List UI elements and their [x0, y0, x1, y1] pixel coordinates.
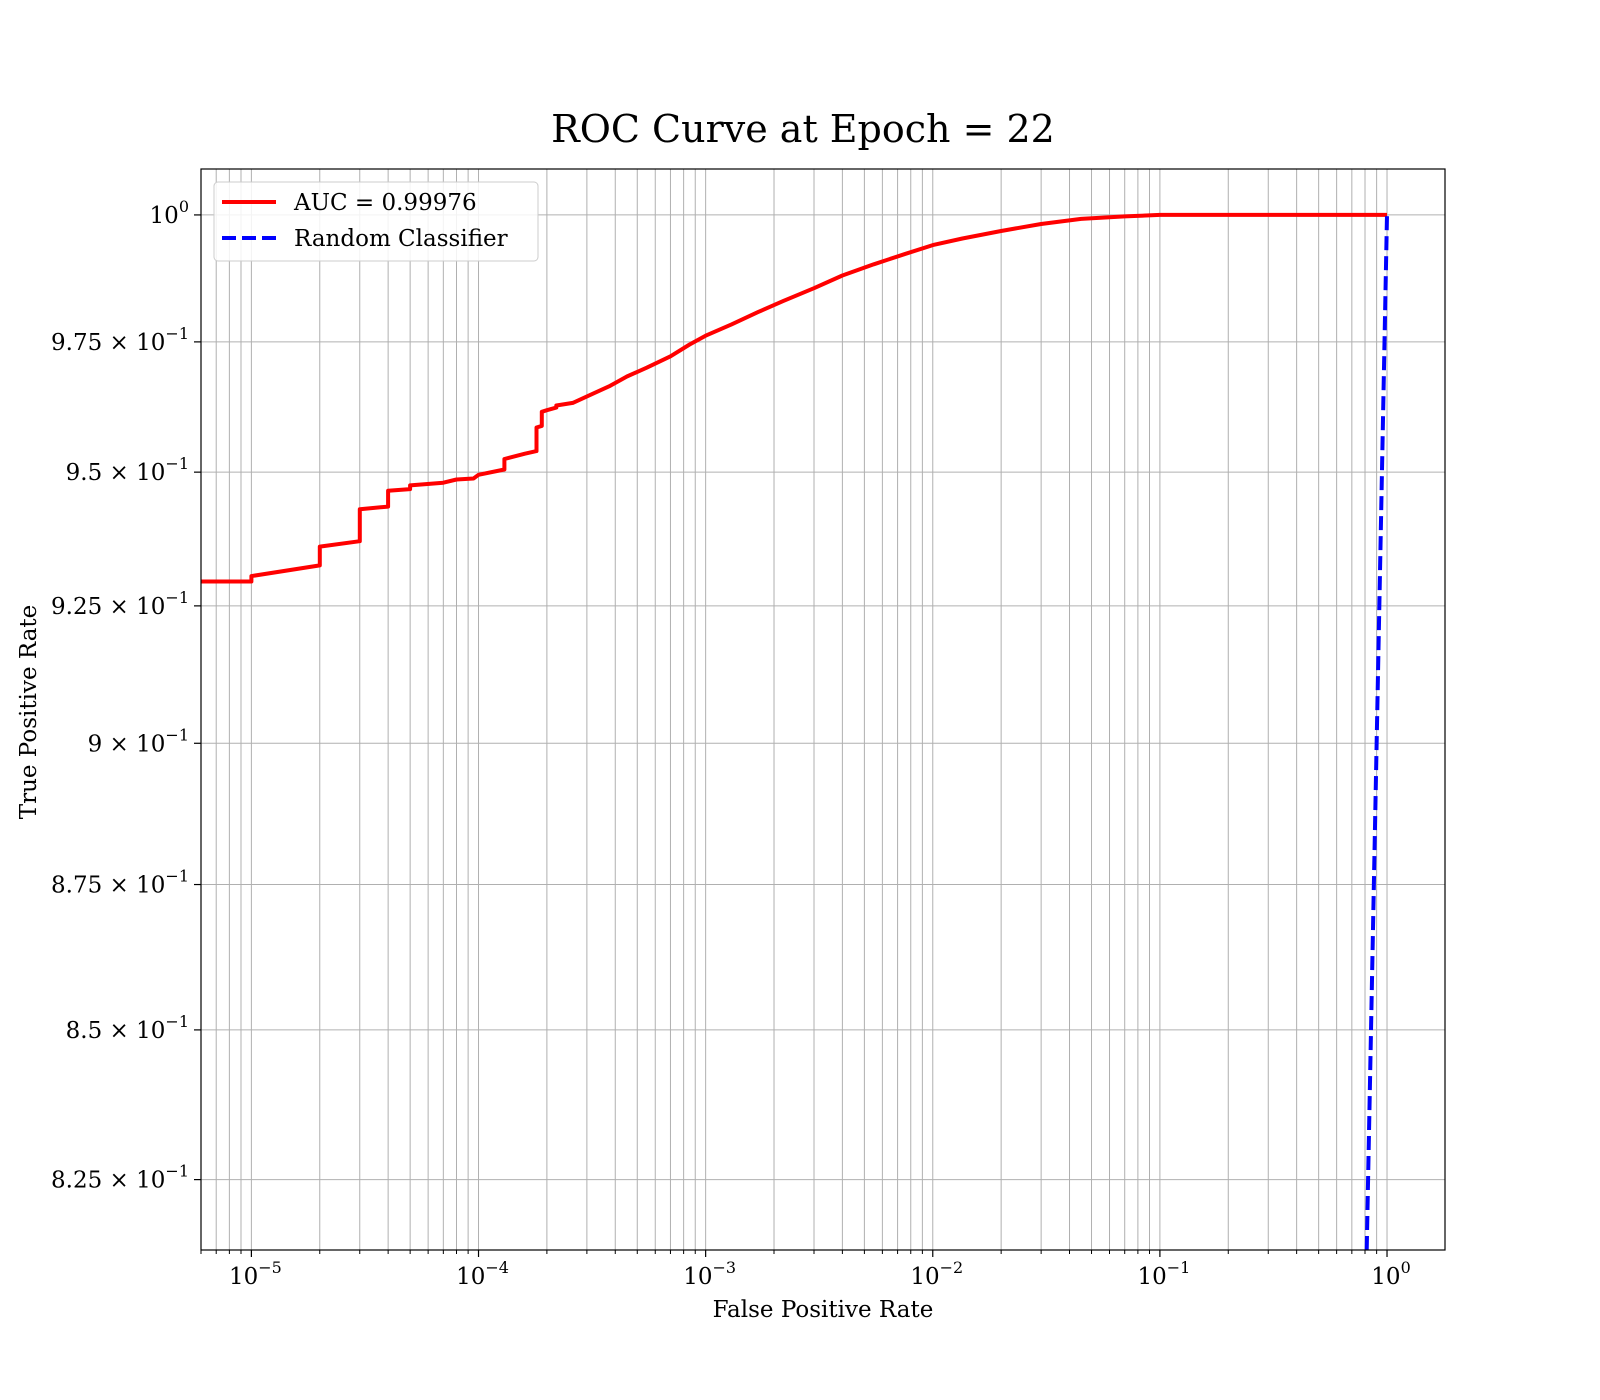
- y-tick-label: 8.75 × 10−1: [51, 867, 189, 899]
- y-tick-label: 9 × 10−1: [88, 725, 189, 757]
- legend-label: AUC = 0.99976: [293, 190, 477, 216]
- x-axis-ticks: 10−5 10−4 10−3 10−2 10−1 100: [200, 1250, 1411, 1290]
- y-axis-ticks: 100 9.75 × 10−1 9.5 × 10−1 9.25 × 10−1 9 × 1…: [51, 197, 201, 1194]
- roc-curve-line: [201, 212, 1387, 584]
- y-tick-label: 8.5 × 10−1: [66, 1012, 189, 1044]
- x-tick-label: 10−1: [1137, 1258, 1190, 1290]
- axes-frame: [200, 168, 1446, 1251]
- legend-box: [213, 181, 539, 262]
- y-tick-label: 9.25 × 10−1: [51, 588, 189, 620]
- data-series: [201, 212, 1389, 1250]
- chart-title: ROC Curve at Epoch = 22: [551, 107, 1055, 151]
- random-classifier-line: [1364, 214, 1389, 1250]
- y-tick-label: 8.25 × 10−1: [51, 1162, 189, 1194]
- legend: AUC = 0.99976 Random Classifier: [213, 181, 539, 262]
- grid-lines: [200, 169, 1445, 1250]
- y-tick-label: 9.5 × 10−1: [66, 454, 189, 486]
- x-tick-label: 10−5: [229, 1258, 282, 1290]
- y-tick-label: 100: [150, 197, 189, 229]
- x-tick-label: 10−3: [683, 1258, 736, 1290]
- x-axis-label: False Positive Rate: [713, 1297, 934, 1323]
- x-tick-label: 10−2: [910, 1258, 963, 1290]
- legend-label: Random Classifier: [294, 226, 508, 252]
- y-tick-label: 9.75 × 10−1: [51, 324, 189, 356]
- y-axis-label: True Positive Rate: [16, 605, 42, 820]
- x-tick-label: 100: [1371, 1258, 1410, 1290]
- x-tick-label: 10−4: [456, 1258, 509, 1290]
